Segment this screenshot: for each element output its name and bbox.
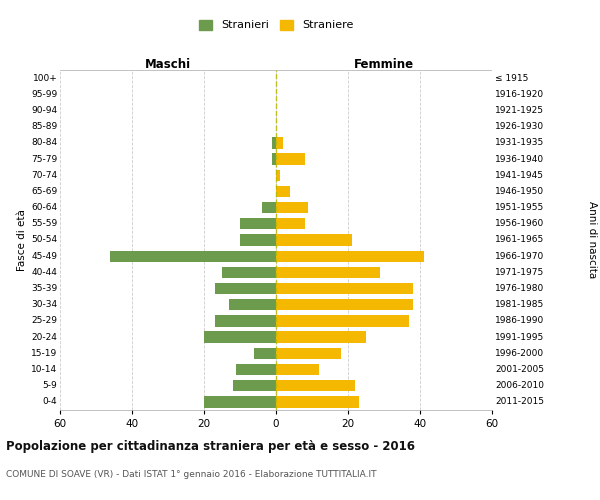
Bar [276,316,409,326]
Bar [276,250,424,262]
Bar [236,364,276,375]
Text: Anni di nascita: Anni di nascita [587,202,597,278]
Bar [229,299,276,310]
Bar [110,250,276,262]
Bar [215,283,276,294]
Bar [276,396,359,407]
Bar [276,170,280,181]
Bar [240,234,276,246]
Legend: Stranieri, Straniere: Stranieri, Straniere [199,20,353,30]
Bar [276,186,290,197]
Bar [262,202,276,213]
Bar [276,234,352,246]
Bar [276,266,380,278]
Bar [276,364,319,375]
Bar [222,266,276,278]
Bar [276,299,413,310]
Bar [276,137,283,148]
Bar [276,332,366,343]
Text: Popolazione per cittadinanza straniera per età e sesso - 2016: Popolazione per cittadinanza straniera p… [6,440,415,453]
Bar [276,283,413,294]
Text: Maschi: Maschi [145,58,191,71]
Bar [240,218,276,230]
Y-axis label: Fasce di età: Fasce di età [17,209,27,271]
Bar [276,380,355,392]
Bar [276,348,341,359]
Bar [215,316,276,326]
Bar [276,154,305,164]
Bar [276,202,308,213]
Bar [204,396,276,407]
Bar [276,218,305,230]
Bar [272,154,276,164]
Bar [254,348,276,359]
Bar [272,137,276,148]
Text: COMUNE DI SOAVE (VR) - Dati ISTAT 1° gennaio 2016 - Elaborazione TUTTITALIA.IT: COMUNE DI SOAVE (VR) - Dati ISTAT 1° gen… [6,470,377,479]
Bar [204,332,276,343]
Bar [233,380,276,392]
Text: Femmine: Femmine [354,58,414,71]
